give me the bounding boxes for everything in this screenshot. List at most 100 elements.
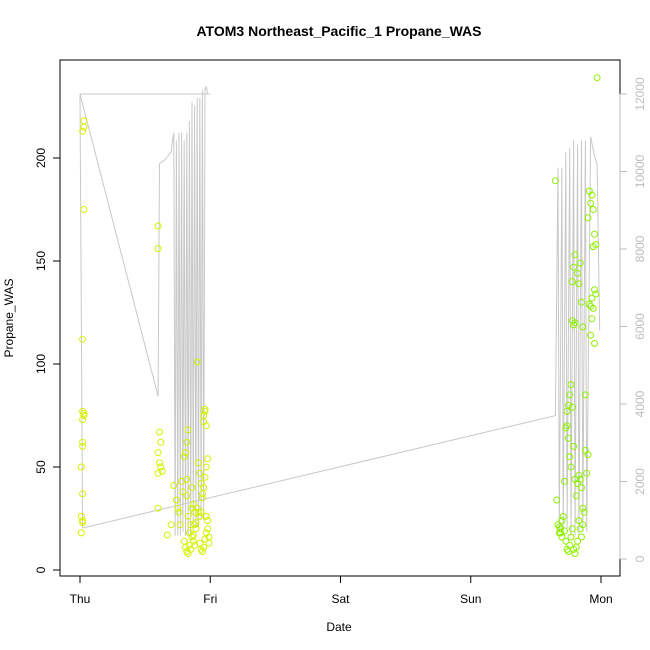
data-point <box>79 442 87 450</box>
data-point <box>183 548 191 555</box>
data-point <box>562 537 570 545</box>
chart-title: ATOM3 Northeast_Pacific_1 Propane_WAS <box>196 23 481 39</box>
data-point <box>575 471 583 479</box>
data-point <box>187 521 195 529</box>
x-axis: Thu Fri Sat Sun Mon <box>70 575 613 606</box>
data-point <box>575 280 583 288</box>
data-point <box>567 463 575 471</box>
data-point <box>553 496 561 504</box>
data-point <box>585 300 593 308</box>
data-point <box>576 259 584 267</box>
y-tick-label: 150 <box>34 251 48 271</box>
data-point <box>592 290 600 298</box>
data-point <box>198 548 206 555</box>
data-point <box>591 339 598 347</box>
data-point <box>198 494 206 502</box>
data-point <box>79 335 87 343</box>
data-point <box>204 455 212 463</box>
y-tick-label: 50 <box>34 460 48 474</box>
plot-frame <box>59 59 621 577</box>
y-tick-label: 100 <box>34 354 48 374</box>
data-point <box>193 358 201 366</box>
data-point <box>80 117 88 125</box>
data-point <box>584 214 592 222</box>
y2-tick-label: 12000 <box>633 77 647 111</box>
data-point <box>578 484 585 492</box>
y-axis-right: 0 2000 4000 6000 8000 10000 12000 <box>619 77 647 562</box>
data-point <box>589 304 597 312</box>
data-point <box>200 543 208 551</box>
data-point <box>184 512 192 520</box>
data-point <box>154 469 162 477</box>
data-point <box>587 331 595 339</box>
data-point <box>576 475 584 483</box>
data-point <box>202 463 210 471</box>
data-point <box>201 407 209 415</box>
data-point <box>182 449 189 457</box>
data-point <box>79 438 87 446</box>
data-point <box>580 508 588 516</box>
data-point <box>77 512 85 520</box>
data-point <box>558 517 566 525</box>
data-point <box>185 541 193 549</box>
data-point <box>579 504 587 512</box>
data-point <box>588 294 596 302</box>
data-point <box>575 517 583 525</box>
y-tick-label: 0 <box>34 566 48 573</box>
data-point <box>205 539 213 547</box>
data-point <box>189 537 197 545</box>
data-point <box>201 405 209 413</box>
data-point <box>589 206 597 213</box>
x-tick-label: Fri <box>203 592 217 606</box>
data-point <box>567 533 575 541</box>
data-point <box>180 537 188 545</box>
data-point <box>571 251 579 259</box>
data-point <box>588 191 596 199</box>
data-point <box>175 508 183 516</box>
data-point <box>187 545 195 553</box>
x-tick-label: Sun <box>460 592 481 606</box>
data-point <box>80 123 88 131</box>
data-point <box>587 199 595 207</box>
data-point <box>183 492 191 500</box>
data-point <box>566 391 574 399</box>
data-point <box>571 319 579 327</box>
y2-tick-label: 0 <box>633 555 647 562</box>
data-point <box>202 422 210 430</box>
data-point <box>592 241 600 248</box>
data-point <box>578 298 585 306</box>
data-point <box>568 278 576 286</box>
data-point <box>581 391 589 399</box>
data-point <box>581 447 589 454</box>
data-point <box>195 508 202 516</box>
data-point <box>80 409 88 417</box>
data-point <box>79 517 87 525</box>
x-tick-label: Thu <box>70 592 91 606</box>
data-point <box>167 521 175 529</box>
data-point <box>157 463 165 471</box>
data-point <box>79 407 87 415</box>
data-point <box>184 426 192 434</box>
data-point <box>79 127 87 135</box>
y2-tick-label: 4000 <box>633 390 647 417</box>
data-point <box>191 521 199 529</box>
data-point <box>77 529 85 537</box>
data-point <box>189 531 197 539</box>
data-point <box>579 323 587 331</box>
y-tick-label: 200 <box>34 148 48 168</box>
data-point <box>564 401 572 409</box>
data-point <box>157 438 165 446</box>
y2-tick-label: 6000 <box>633 313 647 340</box>
data-point <box>188 484 196 492</box>
data-point <box>196 469 204 477</box>
data-point <box>79 416 87 424</box>
data-point <box>156 428 163 436</box>
data-point <box>200 484 208 492</box>
data-point <box>170 482 178 489</box>
data-point <box>201 473 209 481</box>
data-point <box>570 263 578 271</box>
data-point <box>196 512 204 520</box>
x-axis-label: Date <box>326 620 352 634</box>
data-point <box>551 177 559 185</box>
